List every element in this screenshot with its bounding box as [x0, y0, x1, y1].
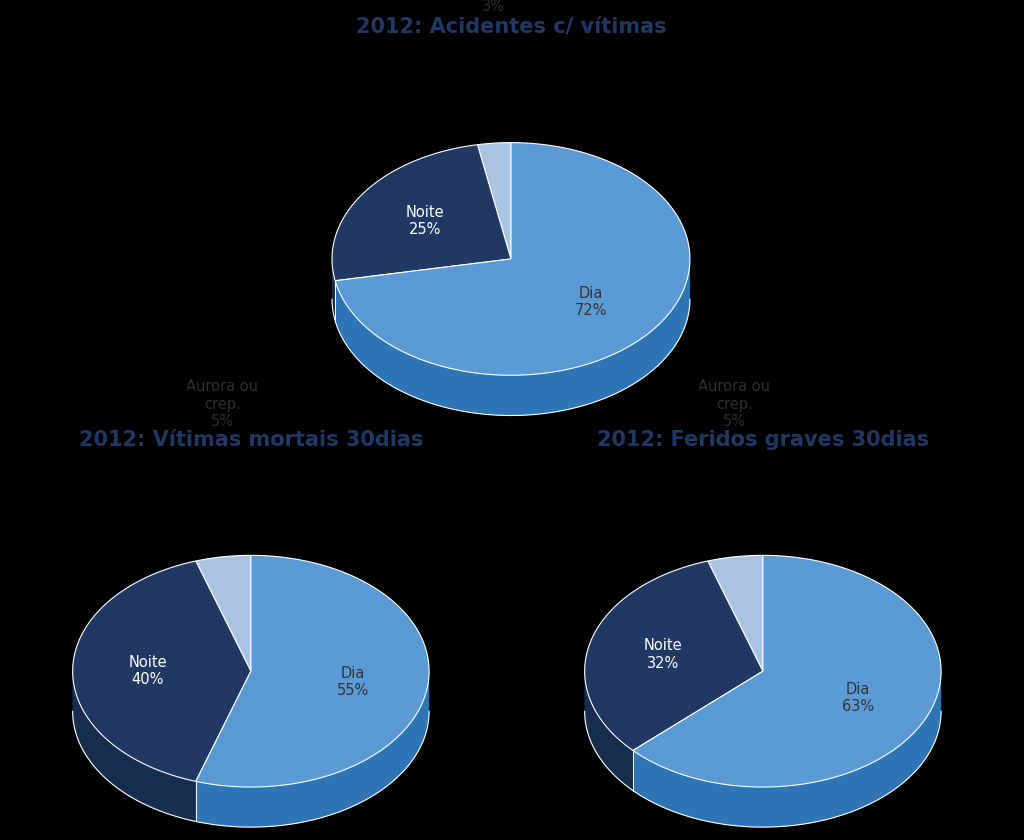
Polygon shape	[585, 671, 633, 790]
Polygon shape	[73, 561, 251, 781]
Polygon shape	[196, 671, 429, 827]
Text: Dia
63%: Dia 63%	[842, 682, 873, 714]
Polygon shape	[335, 260, 690, 416]
Text: Aurora ou
crep.
3%: Aurora ou crep. 3%	[458, 0, 529, 14]
Text: Noite
40%: Noite 40%	[128, 655, 167, 687]
Text: Dia
72%: Dia 72%	[574, 286, 607, 318]
Polygon shape	[633, 672, 941, 827]
Polygon shape	[585, 671, 633, 790]
Text: Noite
25%: Noite 25%	[406, 205, 444, 237]
Text: Aurora ou
crep.
5%: Aurora ou crep. 5%	[186, 380, 258, 429]
Polygon shape	[196, 555, 251, 671]
Polygon shape	[585, 561, 763, 750]
Text: Noite
32%: Noite 32%	[643, 638, 682, 670]
Polygon shape	[335, 143, 690, 375]
Polygon shape	[73, 672, 196, 822]
Polygon shape	[335, 260, 690, 416]
Polygon shape	[332, 260, 335, 321]
Polygon shape	[73, 672, 196, 822]
Text: 2012: Acidentes c/ vítimas: 2012: Acidentes c/ vítimas	[355, 17, 667, 37]
Polygon shape	[196, 555, 429, 787]
Polygon shape	[332, 144, 511, 281]
Polygon shape	[633, 672, 941, 827]
Text: 2012: Feridos graves 30dias: 2012: Feridos graves 30dias	[597, 430, 929, 450]
Polygon shape	[633, 555, 941, 787]
Polygon shape	[332, 260, 335, 321]
Polygon shape	[708, 555, 763, 671]
Text: 2012: Vítimas mortais 30dias: 2012: Vítimas mortais 30dias	[79, 430, 423, 450]
Polygon shape	[196, 671, 429, 827]
Polygon shape	[477, 143, 511, 259]
Text: Dia
55%: Dia 55%	[337, 665, 369, 698]
Text: Aurora ou
crep.
5%: Aurora ou crep. 5%	[698, 380, 770, 429]
